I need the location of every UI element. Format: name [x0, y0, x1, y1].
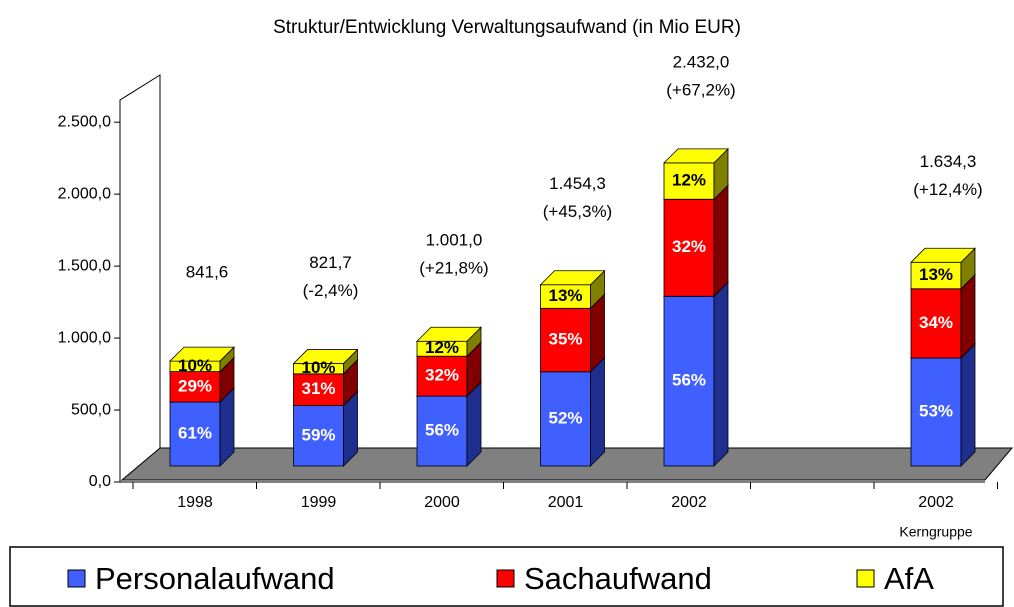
bar-segment: [169, 401, 221, 467]
change-label: (+21,8%): [419, 259, 488, 278]
share-label: 35%: [548, 330, 582, 349]
share-label: 32%: [425, 366, 459, 385]
total-label: 1.454,3: [549, 174, 606, 193]
share-label: 29%: [178, 376, 212, 395]
share-label: 31%: [301, 379, 335, 398]
bar-top: [416, 326, 482, 342]
legend-label: Sachaufwand: [524, 561, 712, 596]
bar-segment: [293, 405, 344, 467]
total-label: 841,6: [186, 263, 229, 282]
bar-segment: [293, 373, 344, 406]
y-tick-label: 500,0: [71, 401, 111, 418]
total-label: 1.634,3: [920, 152, 977, 171]
share-label: 13%: [919, 265, 953, 284]
legend-swatch: [496, 569, 515, 588]
change-label: (+67,2%): [666, 80, 735, 99]
share-label: 10%: [178, 356, 212, 375]
bar-top: [663, 148, 729, 164]
share-label: 34%: [919, 313, 953, 332]
legend-swatch: [67, 569, 86, 588]
bar-side: [960, 273, 976, 360]
share-label: 61%: [178, 423, 212, 442]
share-label: 56%: [672, 371, 706, 390]
bar-segment: [540, 371, 591, 467]
bar-top: [539, 270, 606, 286]
change-label: (-2,4%): [303, 281, 359, 300]
share-label: 52%: [548, 408, 582, 427]
x-tick-label: 2001: [548, 494, 584, 511]
x-tick-label: 2002: [918, 494, 954, 511]
bar-top: [292, 349, 359, 364]
total-label: 2.432,0: [673, 52, 730, 71]
wall: [119, 74, 161, 482]
bar-segment: [169, 371, 221, 403]
total-label: 821,7: [309, 253, 352, 272]
y-tick-label: 2.500,0: [58, 113, 111, 130]
bar-segment: [663, 295, 715, 467]
legend-swatch: [856, 569, 875, 588]
bar-side: [713, 184, 729, 298]
x-tick-label: 2000: [424, 494, 460, 511]
share-label: 13%: [548, 286, 582, 305]
share-label: 53%: [919, 402, 953, 421]
bar-side: [590, 356, 605, 467]
x-tick-label: 1998: [177, 494, 213, 511]
y-tick-label: 0,0: [89, 473, 111, 490]
share-label: 32%: [672, 237, 706, 256]
bar-side: [713, 281, 729, 467]
share-label: 10%: [301, 358, 335, 377]
bar-segment: [540, 307, 591, 373]
bar-segment: [663, 162, 715, 200]
share-label: 59%: [301, 425, 335, 444]
y-tick-label: 2.000,0: [58, 185, 111, 202]
bar-top: [910, 247, 976, 263]
change-label: (+12,4%): [913, 180, 982, 199]
total-label: 1.001,0: [426, 231, 483, 250]
share-label: 12%: [672, 171, 706, 190]
y-tick-label: 1.000,0: [58, 329, 111, 346]
share-label: 56%: [425, 421, 459, 440]
y-tick-label: 1.500,0: [58, 257, 111, 274]
bar-side: [960, 343, 976, 467]
x-tick-sublabel: Kerngruppe: [899, 524, 972, 540]
share-label: 12%: [425, 338, 459, 357]
chart-title: Struktur/Entwicklung Verwaltungsaufwand …: [273, 17, 741, 38]
bar-top: [169, 346, 235, 362]
x-tick-label: 1999: [301, 494, 337, 511]
x-tick-label: 2002: [671, 494, 707, 511]
change-label: (+45,3%): [543, 202, 612, 221]
bar-side: [466, 381, 482, 467]
legend-label: AfA: [884, 561, 934, 596]
legend-label: Personalaufwand: [95, 561, 335, 596]
